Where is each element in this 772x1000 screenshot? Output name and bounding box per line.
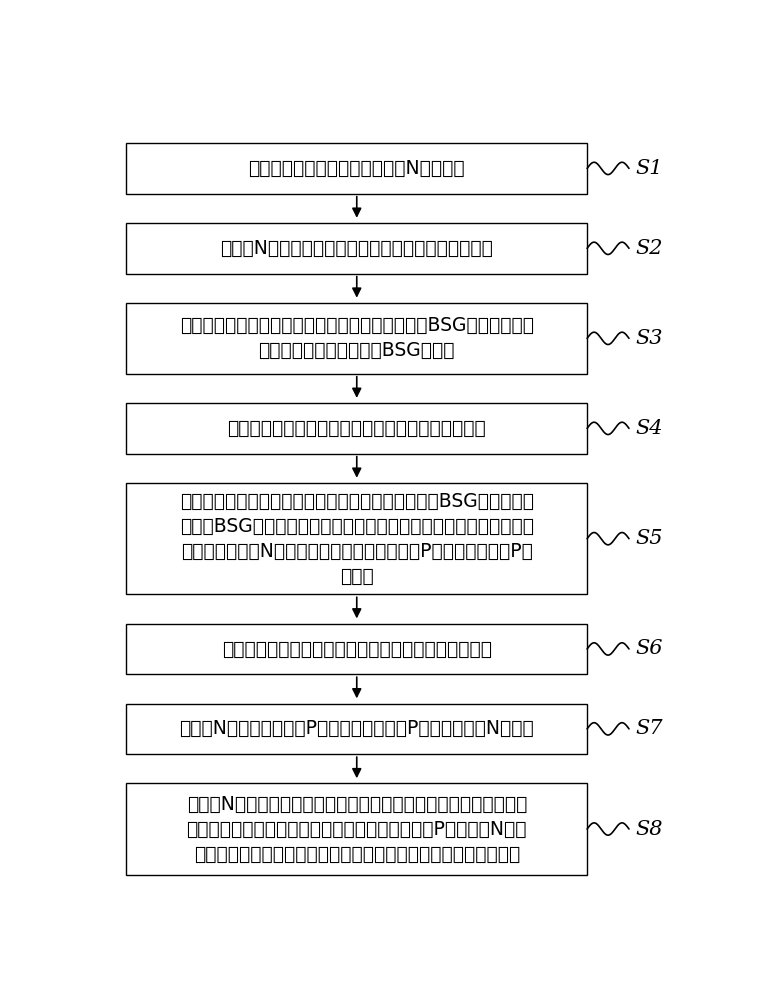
Text: 提供衬底，并于所述衬底上形成N型外延层: 提供衬底，并于所述衬底上形成N型外延层	[249, 159, 465, 178]
Bar	[127, 403, 587, 454]
Text: S7: S7	[635, 719, 662, 738]
Text: S4: S4	[635, 419, 662, 438]
Text: S5: S5	[635, 529, 662, 548]
Text: 于所述N型外延层中间隔形成第一深沟槽及第二深沟槽: 于所述N型外延层中间隔形成第一深沟槽及第二深沟槽	[220, 239, 493, 258]
Text: 由下向上于所述第一深沟槽的部分区域中填充第一BSG材料层；于所
述第二深沟槽中填充第二BSG材料层: 由下向上于所述第一深沟槽的部分区域中填充第一BSG材料层；于所 述第二深沟槽中填…	[180, 316, 533, 360]
Text: S8: S8	[635, 820, 662, 839]
Text: 于所述第一深沟槽的剩余部分区域中填充栅极多晶硅层: 于所述第一深沟槽的剩余部分区域中填充栅极多晶硅层	[222, 639, 492, 658]
Text: 将上述结构在氮气氛围下进行退火扩散，使所述第一BSG材料层及所
述第二BSG材料层中的硼元素分别扩散至所述第一深沟槽及所述第二
深沟槽外的所述N型外延层中，以分: 将上述结构在氮气氛围下进行退火扩散，使所述第一BSG材料层及所 述第二BSG材料…	[180, 492, 533, 586]
Text: 于所述N型外延层中形成P型体区，并于所述P型体区中形成N型源区: 于所述N型外延层中形成P型体区，并于所述P型体区中形成N型源区	[179, 719, 534, 738]
Bar	[127, 143, 587, 194]
Bar	[127, 303, 587, 374]
Bar	[127, 704, 587, 754]
Text: S2: S2	[635, 239, 662, 258]
Text: S1: S1	[635, 159, 662, 178]
Bar	[127, 783, 587, 875]
Bar	[127, 223, 587, 274]
Text: S3: S3	[635, 329, 662, 348]
Text: 于所述N型外延层上形成介质层，于所述介质层中形成栅极接触孔，
于所述栅极接触孔中填充金属层形成栅端；于所述P型体区、N型源
区及第二深沟槽上沉积金属层形成源端；: 于所述N型外延层上形成介质层，于所述介质层中形成栅极接触孔， 于所述栅极接触孔中…	[187, 795, 527, 864]
Bar	[127, 483, 587, 594]
Text: 于所述第一深沟槽剩余部分区域的内壁上形成栅氧层: 于所述第一深沟槽剩余部分区域的内壁上形成栅氧层	[228, 419, 486, 438]
Text: S6: S6	[635, 639, 662, 658]
Bar	[127, 624, 587, 674]
